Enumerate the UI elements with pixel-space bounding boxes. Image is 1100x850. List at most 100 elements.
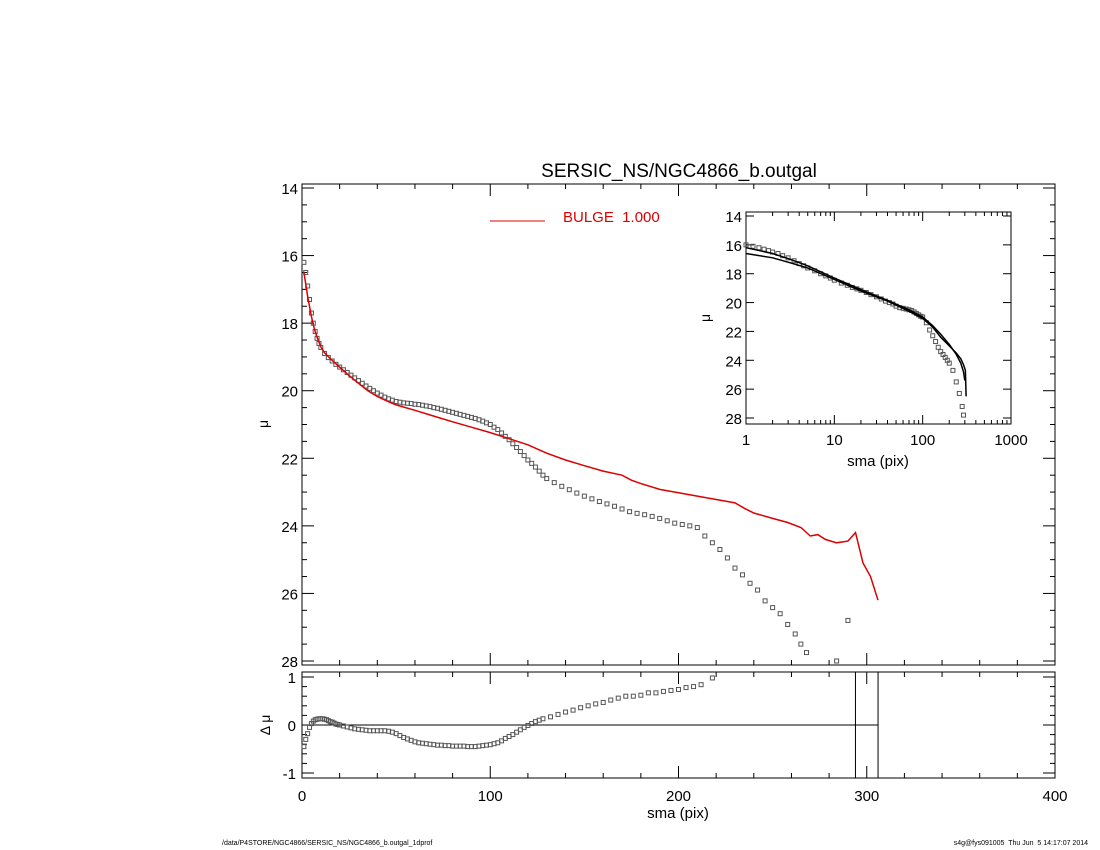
residual-point: [301, 744, 307, 750]
y-tick-label: 24: [281, 519, 298, 536]
residual-point: [653, 690, 659, 696]
inset-y-tick-label: 18: [725, 267, 742, 284]
x-tick-label: 200: [666, 788, 691, 805]
x-axis-label: sma (pix): [647, 805, 709, 822]
residual-point: [585, 703, 591, 709]
inset-point: [750, 243, 756, 249]
residual-point: [570, 707, 576, 713]
profile-point: [510, 441, 516, 447]
profile-point: [672, 520, 678, 526]
profile-point: [649, 513, 655, 519]
inset-x-tick-label: 10: [826, 432, 843, 449]
inset-x-tick-label: 1: [742, 432, 750, 449]
profile-point: [559, 483, 565, 489]
inset-point: [959, 403, 965, 409]
profile-point: [566, 487, 572, 493]
legend: BULGE 1.000: [490, 209, 660, 226]
profile-x-axis: [301, 184, 1056, 665]
profile-point: [301, 259, 307, 265]
profile-point: [687, 523, 693, 529]
residual-point: [668, 687, 674, 693]
inset-line-model2: [745, 246, 966, 381]
residual-point: [709, 675, 715, 681]
y-tick-label: 16: [281, 249, 298, 266]
profile-point: [532, 464, 538, 470]
inset-log-plot: 14 16 18 20 22 24 26 281 10 100 1000 μ sma (pix): [697, 209, 1028, 470]
profile-point: [657, 515, 663, 521]
residual-data: [301, 675, 715, 750]
profile-point: [596, 499, 602, 505]
inset-point: [933, 339, 939, 345]
residual-point: [676, 686, 681, 692]
inset-y-tick-label: 14: [725, 209, 742, 226]
profile-point: [359, 380, 365, 386]
residual-point: [608, 697, 614, 703]
profile-point: [514, 444, 520, 450]
profile-point: [551, 480, 557, 486]
profile-point: [499, 430, 505, 436]
profile-plot-panel: 14 16 18 20 22 24 26 28 μ BULGE 1.000: [255, 181, 1056, 671]
x-tick-label: 0: [298, 788, 306, 805]
inset-x-axis-label: sma (pix): [847, 453, 909, 470]
profile-point: [544, 476, 550, 482]
profile-point: [619, 506, 625, 512]
inset-y-tick-label: 24: [725, 353, 742, 370]
residual-point: [691, 684, 697, 690]
profile-point: [303, 269, 309, 275]
inset-y-axis-label: μ: [697, 314, 713, 322]
inset-y-tick-label: 22: [725, 324, 742, 341]
profile-point: [333, 361, 339, 367]
legend-label-bulge: BULGE 1.000: [563, 209, 660, 226]
inset-axes: 14 16 18 20 22 24 26 281 10 100 1000: [725, 209, 1027, 449]
x-tick-label: 300: [854, 788, 879, 805]
profile-point: [792, 631, 798, 637]
residual-point: [630, 693, 636, 699]
profile-point: [536, 468, 542, 474]
profile-point: [679, 522, 685, 528]
y-tick-label: 28: [281, 654, 298, 671]
profile-point: [702, 533, 708, 539]
profile-point: [495, 427, 501, 433]
profile-point: [785, 622, 791, 628]
y-tick-label: 22: [281, 451, 298, 468]
profile-point: [777, 611, 783, 617]
profile-point: [337, 364, 343, 370]
inset-plot-frame: [745, 211, 1012, 425]
residual-point: [615, 695, 621, 701]
profile-point: [755, 587, 761, 593]
profile-point: [804, 650, 810, 656]
footer-timestamp: s4g@fys091005 Thu Jun 5 14:17:07 2014: [953, 840, 1088, 847]
x-tick-label: 400: [1042, 788, 1067, 805]
residual-point: [555, 711, 561, 717]
profile-point: [747, 580, 753, 586]
residual-point: [578, 705, 584, 711]
profile-point: [604, 501, 610, 507]
profile-point: [694, 525, 700, 531]
footer-file-path: /data/P4STORE/NGC4866/SERSIC_NS/NGC4866_…: [222, 840, 433, 847]
profile-point: [487, 422, 493, 427]
residual-point: [698, 682, 704, 688]
profile-point: [762, 598, 768, 604]
inset-x-tick-label: 100: [910, 432, 935, 449]
profile-point: [845, 617, 851, 623]
inset-y-tick-label: 20: [725, 296, 742, 313]
profile-data: [301, 259, 879, 664]
inset-line-model1: [745, 252, 967, 397]
profile-point: [529, 460, 535, 466]
residual-point: [660, 688, 666, 694]
inset-y-tick-label: 16: [725, 238, 742, 255]
profile-point: [664, 518, 670, 524]
profile-point: [521, 453, 527, 459]
profile-point: [340, 367, 346, 373]
residual-point: [547, 714, 553, 720]
profile-y-axis: 14 16 18 20 22 24 26 28: [281, 181, 1055, 671]
residual-point: [303, 736, 309, 742]
profile-point: [834, 658, 840, 664]
inset-point: [743, 242, 749, 248]
profile-point: [540, 472, 546, 478]
profile-point: [740, 572, 746, 578]
inset-y-tick-label: 28: [725, 411, 742, 428]
profile-line-bulge: [303, 272, 879, 601]
